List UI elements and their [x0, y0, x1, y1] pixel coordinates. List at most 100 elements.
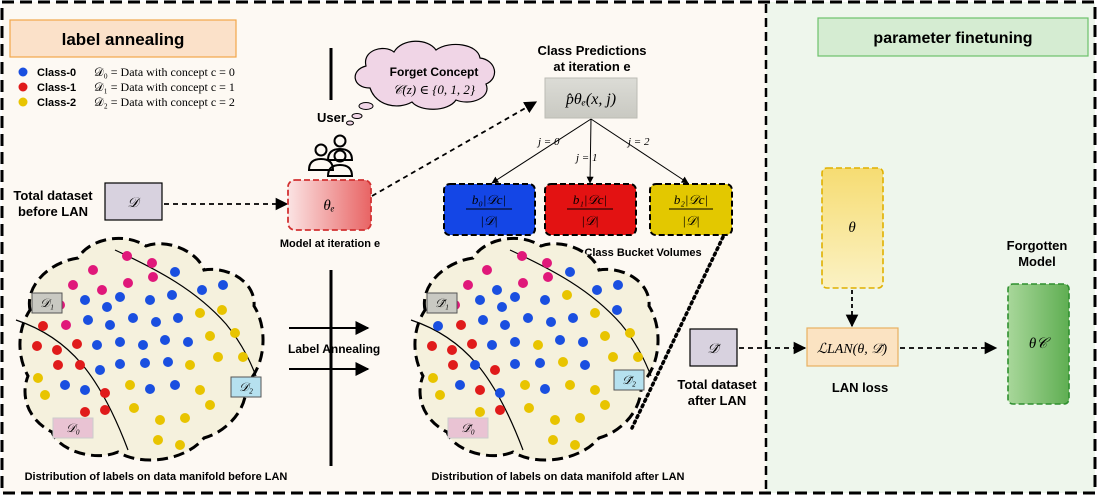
before-point-57: [180, 413, 190, 423]
user-label: User: [317, 110, 346, 125]
before-point-17: [61, 320, 71, 330]
before-point-46: [60, 380, 70, 390]
after-point-60: [570, 440, 580, 450]
before-point-49: [125, 380, 135, 390]
before-point-23: [195, 308, 205, 318]
bucket-0-denominator: |𝒟|: [480, 213, 498, 228]
after-point-0: [482, 265, 492, 275]
dotted-link-buckets-to-manifold: [630, 235, 725, 430]
before-point-11: [115, 292, 125, 302]
after-point-43: [608, 352, 618, 362]
after-point-28: [487, 340, 497, 350]
before-point-36: [53, 360, 63, 370]
after-point-35: [428, 373, 438, 383]
data-points-after: [427, 251, 643, 450]
cloud-title: Forget Concept: [390, 65, 479, 79]
after-point-58: [600, 400, 610, 410]
before-point-53: [80, 407, 90, 417]
before-point-40: [140, 358, 150, 368]
before-point-35: [33, 373, 43, 383]
after-point-48: [495, 388, 505, 398]
before-point-9: [80, 295, 90, 305]
after-point-9: [475, 295, 485, 305]
after-point-18: [478, 315, 488, 325]
after-point-16: [433, 321, 443, 331]
before-point-33: [205, 331, 215, 341]
right-section-title: parameter finetuning: [873, 30, 1032, 47]
tag-d2-before-text: 𝒟₂: [239, 380, 253, 394]
after-point-4: [492, 285, 502, 295]
after-point-53: [475, 407, 485, 417]
after-point-21: [546, 317, 556, 327]
after-point-32: [578, 337, 588, 347]
after-point-57: [575, 413, 585, 423]
tag-d1-after-text: 𝒟̃₁: [435, 296, 449, 310]
after-point-25: [427, 341, 437, 351]
after-point-45: [435, 390, 445, 400]
model-caption: Model at iteration e: [280, 238, 380, 250]
after-point-34: [625, 328, 635, 338]
tag-d0-after-text: 𝒟̃₀: [461, 421, 475, 435]
before-point-19: [105, 320, 115, 330]
before-point-24: [217, 305, 227, 315]
legend-desc-2: 𝒟₂ = Data with concept c = 2: [94, 95, 235, 109]
legend-label-0: Class-0: [37, 67, 76, 79]
tag-d2-after: [613, 369, 645, 391]
after-point-17: [456, 320, 466, 330]
before-point-32: [183, 337, 193, 347]
after-point-15: [613, 280, 623, 290]
dataset-symbol-after: 𝒟̃: [707, 342, 721, 357]
lan-loss-box: [806, 327, 899, 367]
after-point-30: [533, 340, 543, 350]
after-point-6: [543, 272, 553, 282]
before-point-12: [145, 295, 155, 305]
left-title-box: [9, 19, 237, 58]
before-point-44: [238, 352, 248, 362]
before-point-22: [173, 313, 183, 323]
before-point-27: [72, 339, 82, 349]
after-point-26: [447, 345, 457, 355]
legend: Class-0 𝒟₀ = Data with concept c = 0 Cla…: [18, 65, 235, 109]
before-point-38: [95, 365, 105, 375]
tag-d1-before: [31, 292, 63, 314]
before-point-21: [151, 317, 161, 327]
before-point-6: [148, 272, 158, 282]
annealing-label: Label Annealing: [288, 342, 380, 356]
lan-loss-label: LAN loss: [832, 380, 888, 395]
before-point-16: [38, 321, 48, 331]
after-point-27: [467, 339, 477, 349]
boundary-before-2: [114, 249, 257, 377]
before-point-28: [92, 340, 102, 350]
before-point-39: [115, 359, 125, 369]
tag-d0-after: [447, 417, 489, 439]
after-point-50: [540, 384, 550, 394]
bucket-0-numerator: b₀|𝒟c|: [472, 192, 506, 207]
after-point-37: [470, 360, 480, 370]
after-point-7: [565, 267, 575, 277]
tag-d0-before: [52, 417, 94, 439]
branch-label-0: j = 0: [536, 136, 560, 148]
before-point-18: [83, 315, 93, 325]
bucket-1-denominator: |𝒟|: [581, 213, 599, 228]
before-point-52: [195, 385, 205, 395]
before-point-41: [163, 357, 173, 367]
branch-arrow-1: [586, 118, 594, 184]
legend-desc-1: 𝒟₁ = Data with concept c = 1: [94, 80, 235, 94]
before-point-37: [75, 360, 85, 370]
after-point-19: [500, 320, 510, 330]
after-point-44: [633, 352, 643, 362]
total-before-line1: Total dataset: [13, 188, 93, 203]
predictions-formula: p̂θₑ(x, j): [565, 91, 616, 108]
lan-loss-formula: ℒLAN(θ, 𝒟̃): [817, 342, 887, 357]
theta-box: [821, 167, 884, 289]
legend-dot-class-2: [18, 97, 28, 107]
after-point-24: [612, 305, 622, 315]
model-box: [287, 179, 372, 231]
before-point-2: [147, 258, 157, 268]
legend-dot-class-0: [18, 67, 28, 77]
before-point-34: [230, 328, 240, 338]
before-point-59: [153, 435, 163, 445]
after-point-14: [592, 285, 602, 295]
before-point-31: [160, 335, 170, 345]
